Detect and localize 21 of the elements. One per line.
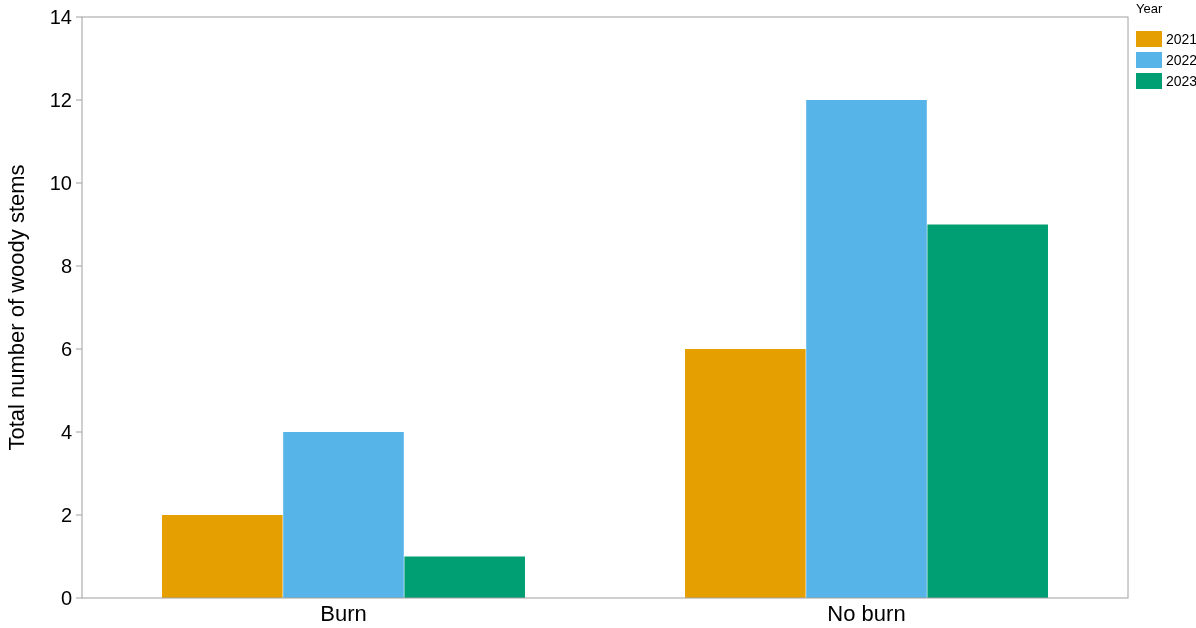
bar [162, 515, 283, 598]
y-tick-label: 12 [49, 89, 72, 111]
y-tick-label: 6 [60, 338, 72, 360]
y-tick-label: 4 [60, 421, 72, 443]
bar [404, 556, 525, 598]
y-axis-title: Total number of woody stems [4, 164, 29, 451]
y-tick-label: 0 [60, 587, 72, 609]
bar [806, 100, 927, 598]
legend-title: Year [1136, 1, 1163, 16]
bar [685, 349, 806, 598]
legend-label: 2023 [1166, 73, 1196, 89]
y-tick-label: 2 [60, 504, 72, 526]
y-tick-label: 14 [49, 6, 72, 28]
y-tick-label: 10 [49, 172, 72, 194]
x-tick-label: No burn [827, 601, 906, 626]
bar [283, 432, 404, 598]
legend-label: 2022 [1166, 52, 1196, 68]
x-tick-label: Burn [320, 601, 367, 626]
bar [927, 224, 1048, 598]
legend-label: 2021 [1166, 31, 1196, 47]
y-tick-label: 8 [60, 255, 72, 277]
